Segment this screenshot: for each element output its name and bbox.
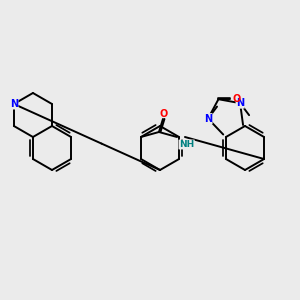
Text: N: N [10,99,18,109]
Text: O: O [160,109,168,119]
Text: N: N [204,114,212,124]
Text: O: O [232,94,241,104]
Text: N: N [236,98,244,108]
Text: NH: NH [179,140,194,149]
